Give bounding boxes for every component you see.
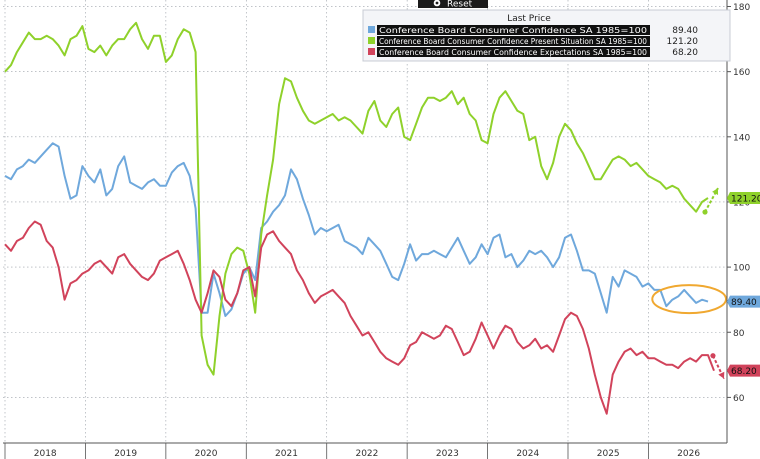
x-tick-label: 2026: [677, 449, 700, 459]
legend-label-bg: [377, 25, 650, 35]
series-layer: [4, 21, 715, 415]
legend-swatch: [368, 37, 375, 44]
legend-series-value: 121.20: [667, 37, 699, 47]
last-value-label: 68.20: [731, 367, 757, 377]
last-value-tag: 68.20: [727, 364, 760, 377]
highlight-ellipse: [651, 284, 728, 315]
legend-swatch: [368, 26, 375, 33]
x-tick-label: 2018: [34, 449, 57, 459]
annotation-layer: [651, 187, 728, 380]
axis-layer: 6080100120140160180201820192020202120222…: [3, 0, 760, 459]
up-arrow-icon: [702, 187, 719, 215]
x-tick-label: 2022: [355, 449, 378, 459]
y-tick-label: 160: [733, 68, 750, 78]
legend-swatch: [368, 48, 375, 55]
legend: Last Price Conference Board Consumer Con…: [362, 9, 731, 62]
series-line-3: [4, 220, 715, 415]
x-tick-label: 2023: [436, 449, 459, 459]
reset-label: Reset: [447, 0, 473, 10]
legend-label-bg: [377, 36, 650, 46]
legend-series-value: 68.20: [672, 48, 698, 58]
last-value-label: 89.40: [731, 298, 757, 308]
last-value-tag: 121.20: [727, 192, 760, 205]
y-tick-label: 100: [733, 264, 750, 274]
down-arrow-icon: [710, 353, 725, 380]
x-tick-label: 2019: [114, 449, 137, 459]
series-line-1: [4, 142, 709, 317]
last-value-label: 121.20: [731, 195, 760, 205]
reset-button[interactable]: Reset: [418, 0, 488, 10]
y-tick-label: 60: [733, 394, 745, 404]
legend-label-bg: [377, 47, 650, 57]
x-tick-label: 2024: [516, 449, 539, 459]
last-value-tag: 89.40: [727, 295, 760, 308]
legend-entries: Conference Board Consumer Confidence SA …: [368, 25, 698, 58]
legend-series-name: Conference Board Consumer Confidence Exp…: [379, 48, 647, 57]
legend-series-value: 89.40: [672, 26, 698, 36]
legend-header: Last Price: [507, 14, 551, 24]
legend-series-name: Conference Board Consumer Confidence Pre…: [379, 37, 647, 46]
y-tick-label: 80: [733, 329, 745, 339]
y-tick-label: 180: [733, 3, 750, 13]
x-tick-label: 2025: [597, 449, 620, 459]
x-tick-label: 2021: [275, 449, 298, 459]
legend-series-name: Conference Board Consumer Confidence SA …: [379, 26, 647, 35]
y-tick-label: 140: [733, 133, 750, 143]
x-tick-label: 2020: [195, 449, 218, 459]
grid-lines: [3, 0, 727, 443]
series-line-2: [4, 21, 709, 376]
